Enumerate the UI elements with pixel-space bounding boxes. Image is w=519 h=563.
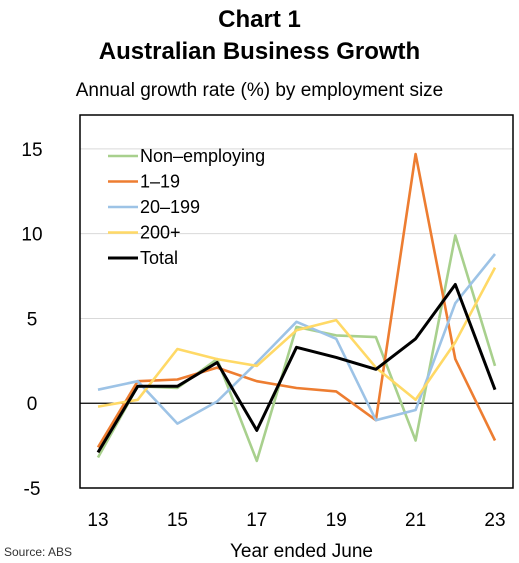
series-line-1 [96,152,497,448]
legend-label: 20–199 [140,197,200,217]
source-note: Source: ABS [4,545,73,559]
chart-title-line-1: Chart 1 [218,6,301,33]
x-tick-label: 13 [87,510,108,531]
y-axis-ticks: -5 0 5 10 15 [21,140,42,500]
legend: Non–employing 1–19 20–199 200+ Total [108,146,265,268]
y-tick-label: 5 [27,309,38,330]
x-axis-ticks: 13 15 17 19 21 23 [87,510,505,531]
y-tick-label: -5 [24,479,41,500]
y-tick-label: 10 [21,225,42,246]
x-axis-label: Year ended June [230,541,373,562]
chart-title-line-2: Australian Business Growth [98,38,421,65]
chart-subtitle: Annual growth rate (%) by employment siz… [75,80,444,101]
x-tick-label: 17 [246,510,267,531]
y-tick-label: 15 [21,140,42,161]
plot-area-border [79,114,514,489]
series-line-2 [97,253,497,425]
series-line-4 [96,283,497,454]
legend-label: Non–employing [140,146,265,166]
legend-label: Total [140,248,178,268]
y-tick-label: 0 [27,394,38,415]
series-lines [96,152,497,463]
legend-label: 1–19 [140,172,180,192]
legend-label: 200+ [140,223,181,243]
series-line-3 [97,266,497,408]
x-tick-label: 19 [326,510,347,531]
x-tick-label: 15 [167,510,188,531]
x-tick-label: 21 [405,510,426,531]
x-tick-label: 23 [484,510,505,531]
